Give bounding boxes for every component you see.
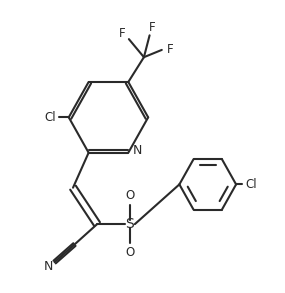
Text: O: O (125, 189, 134, 202)
Text: O: O (125, 246, 134, 259)
Text: F: F (119, 27, 125, 40)
Text: F: F (167, 43, 174, 57)
Text: N: N (44, 260, 53, 273)
Text: F: F (149, 21, 156, 34)
Text: S: S (125, 217, 134, 231)
Text: Cl: Cl (245, 178, 257, 191)
Text: N: N (133, 144, 142, 157)
Text: Cl: Cl (44, 111, 56, 124)
